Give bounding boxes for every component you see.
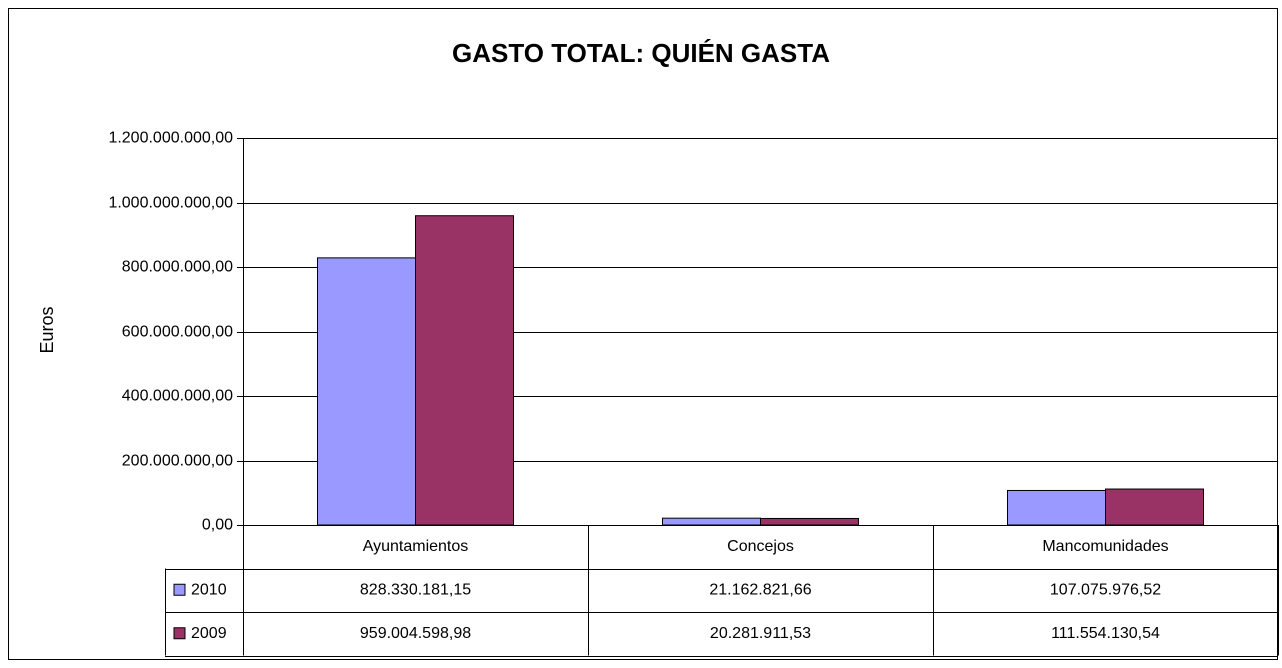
x-tick-label: Concejos (727, 538, 794, 555)
bar (317, 257, 416, 526)
legend-swatch (173, 583, 186, 596)
bar (415, 215, 514, 526)
y-tick-label: 1.000.000.000,00 (108, 195, 233, 212)
y-tick-label: 600.000.000,00 (122, 324, 233, 341)
bar (1007, 489, 1106, 526)
data-label: 20.281.911,53 (710, 625, 811, 642)
y-tick-label: 0,00 (202, 517, 233, 534)
data-label: 828.330.181,15 (360, 581, 471, 598)
legend-swatch (173, 627, 186, 640)
x-tick-label: Mancomunidades (1042, 538, 1168, 555)
data-label: 111.554.130,54 (1051, 625, 1160, 642)
legend-label: 2009 (191, 625, 227, 642)
data-label: 959.004.598,98 (360, 625, 471, 642)
bar (760, 517, 859, 526)
y-tick-label: 400.000.000,00 (122, 388, 233, 405)
bar (1105, 488, 1204, 526)
data-label: 107.075.976,52 (1050, 581, 1161, 598)
y-tick-label: 800.000.000,00 (122, 259, 233, 276)
x-tick-label: Ayuntamientos (363, 538, 469, 555)
y-tick-label: 1.200.000.000,00 (108, 130, 233, 147)
bar (662, 517, 761, 526)
y-tick-label: 200.000.000,00 (122, 453, 233, 470)
y-axis-label: Euros (37, 306, 57, 353)
chart-title: GASTO TOTAL: QUIÉN GASTA (452, 38, 830, 68)
data-label: 21.162.821,66 (709, 581, 811, 598)
chart-border (8, 8, 1278, 660)
legend-label: 2010 (191, 581, 227, 598)
